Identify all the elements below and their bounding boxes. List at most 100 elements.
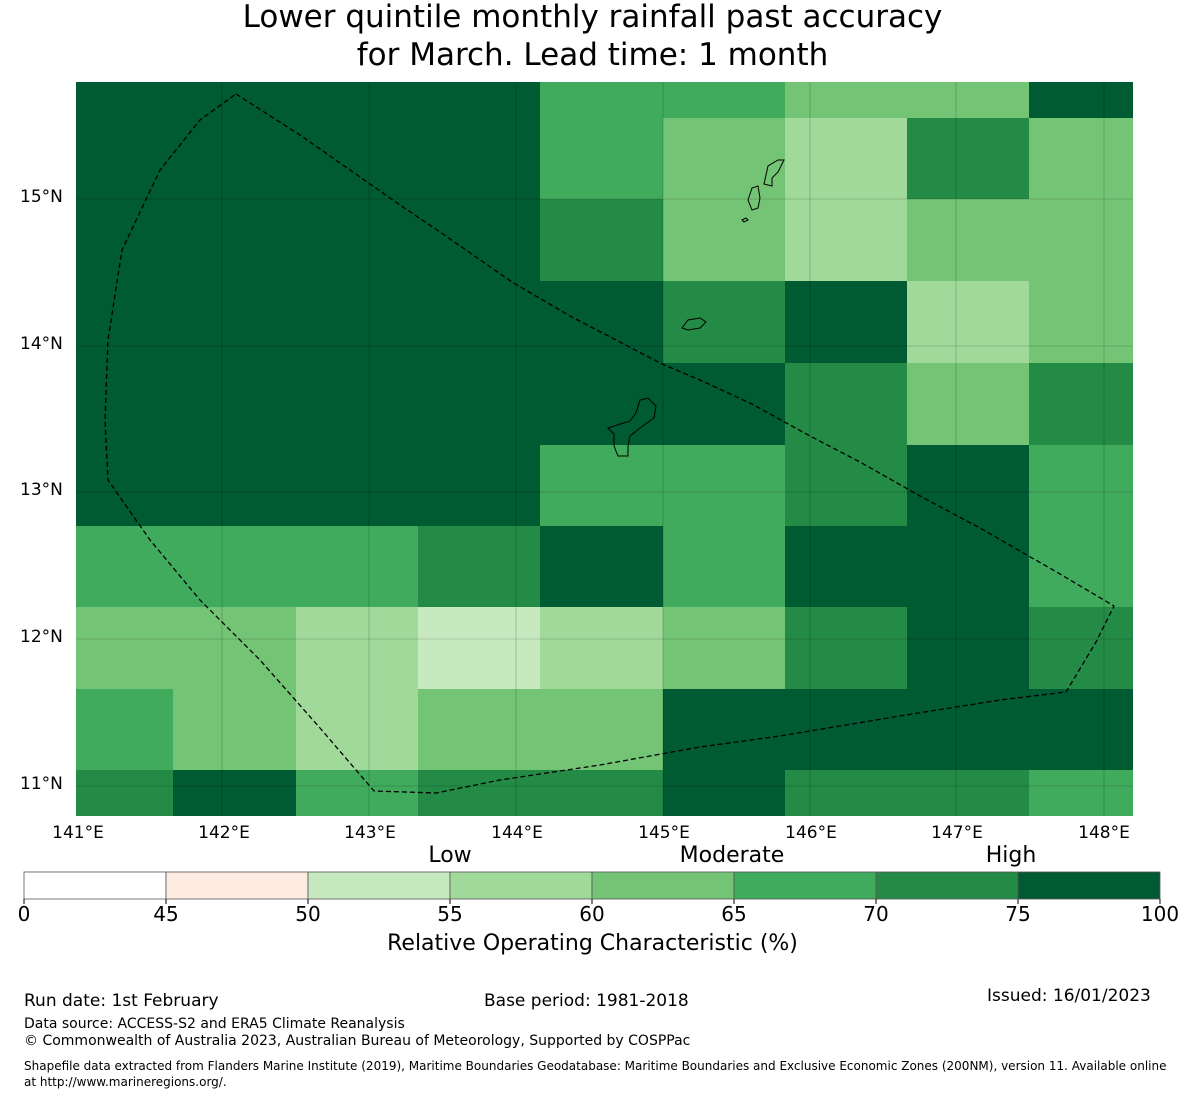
map-cell <box>907 363 1029 445</box>
lon-label-146e: 146°E <box>785 823 837 843</box>
shapefile-credit: Shapefile data extracted from Flanders M… <box>24 1059 1167 1089</box>
map-cell <box>540 118 663 199</box>
map-cell <box>907 445 1029 526</box>
data-source: Data source: ACCESS-S2 and ERA5 Climate … <box>24 1016 405 1032</box>
map-cell <box>663 118 785 199</box>
map-cell <box>173 363 296 445</box>
colorbar-segment <box>733 871 877 900</box>
map-cell <box>785 445 907 526</box>
map-cell <box>1029 526 1133 607</box>
map-cell <box>540 607 663 689</box>
map-cell <box>540 82 663 118</box>
map-cell <box>785 770 907 816</box>
guam-island-outline <box>607 397 657 457</box>
map-cell <box>785 281 907 363</box>
map-cell <box>663 281 785 363</box>
colorbar-segment <box>875 871 1019 900</box>
colorbar-tick: 60 <box>579 902 605 926</box>
map-cell <box>663 445 785 526</box>
lat-label-14n: 14°N <box>20 334 63 354</box>
map-cell <box>907 607 1029 689</box>
colorbar-segment <box>307 871 451 900</box>
map-cell <box>1029 82 1133 118</box>
map-cell <box>785 82 907 118</box>
title-line-2: for March. Lead time: 1 month <box>356 37 829 73</box>
colorbar-segment <box>591 871 735 900</box>
map-cell <box>173 82 296 118</box>
map-cell <box>540 281 663 363</box>
colorbar-tick: 70 <box>863 902 889 926</box>
map-cell <box>540 445 663 526</box>
lon-label-147e: 147°E <box>931 823 983 843</box>
colorbar-tick: 50 <box>295 902 321 926</box>
map-cell <box>418 445 540 526</box>
map-cell <box>173 281 296 363</box>
map-cell <box>173 199 296 281</box>
map-cell <box>1029 689 1133 770</box>
colorbar-segment <box>449 871 593 900</box>
colorbar-tick: 55 <box>437 902 463 926</box>
rota-island-outline <box>681 317 707 331</box>
map-cell <box>540 689 663 770</box>
map-cell <box>540 199 663 281</box>
colorbar-segment <box>165 871 309 900</box>
map-cell <box>663 199 785 281</box>
lat-label-11n: 11°N <box>20 774 63 794</box>
map-cell <box>418 82 540 118</box>
base-period: Base period: 1981-2018 <box>484 991 689 1011</box>
map-cell <box>173 118 296 199</box>
map-cell <box>907 82 1029 118</box>
level-label-low: Low <box>428 843 472 868</box>
map-cell <box>76 118 173 199</box>
map-cell <box>76 770 173 816</box>
map-cell <box>1029 363 1133 445</box>
map-cell <box>76 281 173 363</box>
map-cell <box>418 363 540 445</box>
map-cell <box>1029 118 1133 199</box>
map-cell <box>540 363 663 445</box>
map-cell <box>907 199 1029 281</box>
colorbar-segment <box>1017 871 1161 900</box>
map-cell <box>418 281 540 363</box>
colorbar <box>23 871 1161 904</box>
map-cell <box>296 526 418 607</box>
map-cell <box>296 281 418 363</box>
map-cell <box>76 363 173 445</box>
issued-date: Issued: 16/01/2023 <box>987 986 1151 1006</box>
map-cell <box>785 526 907 607</box>
map-cell <box>1029 770 1133 816</box>
map-cell <box>418 118 540 199</box>
lon-label-148e: 148°E <box>1078 823 1130 843</box>
map-cell <box>173 526 296 607</box>
map-cell <box>1029 199 1133 281</box>
lat-label-12n: 12°N <box>20 627 63 647</box>
run-date: Run date: 1st February <box>24 991 219 1011</box>
map-cell <box>663 363 785 445</box>
map-cell <box>540 526 663 607</box>
map-cell <box>907 689 1029 770</box>
map-cell <box>296 445 418 526</box>
map-cell <box>540 770 663 816</box>
map-cell <box>418 526 540 607</box>
colorbar-segment <box>23 871 167 900</box>
map-cell <box>785 199 907 281</box>
map-cell <box>296 199 418 281</box>
map-cell <box>76 445 173 526</box>
map-cell <box>1029 607 1133 689</box>
map-cell <box>173 607 296 689</box>
map-cell <box>907 281 1029 363</box>
map-cell <box>296 607 418 689</box>
lat-label-13n: 13°N <box>20 480 63 500</box>
lat-label-15n: 15°N <box>20 187 63 207</box>
lon-label-142e: 142°E <box>198 823 250 843</box>
map-cell <box>663 526 785 607</box>
lon-label-144e: 144°E <box>491 823 543 843</box>
map-cell <box>173 689 296 770</box>
map-cell <box>663 770 785 816</box>
map-cell <box>663 82 785 118</box>
map-cell <box>76 607 173 689</box>
map-cell <box>1029 281 1133 363</box>
map-cell <box>907 118 1029 199</box>
colorbar-tick: 75 <box>1005 902 1031 926</box>
